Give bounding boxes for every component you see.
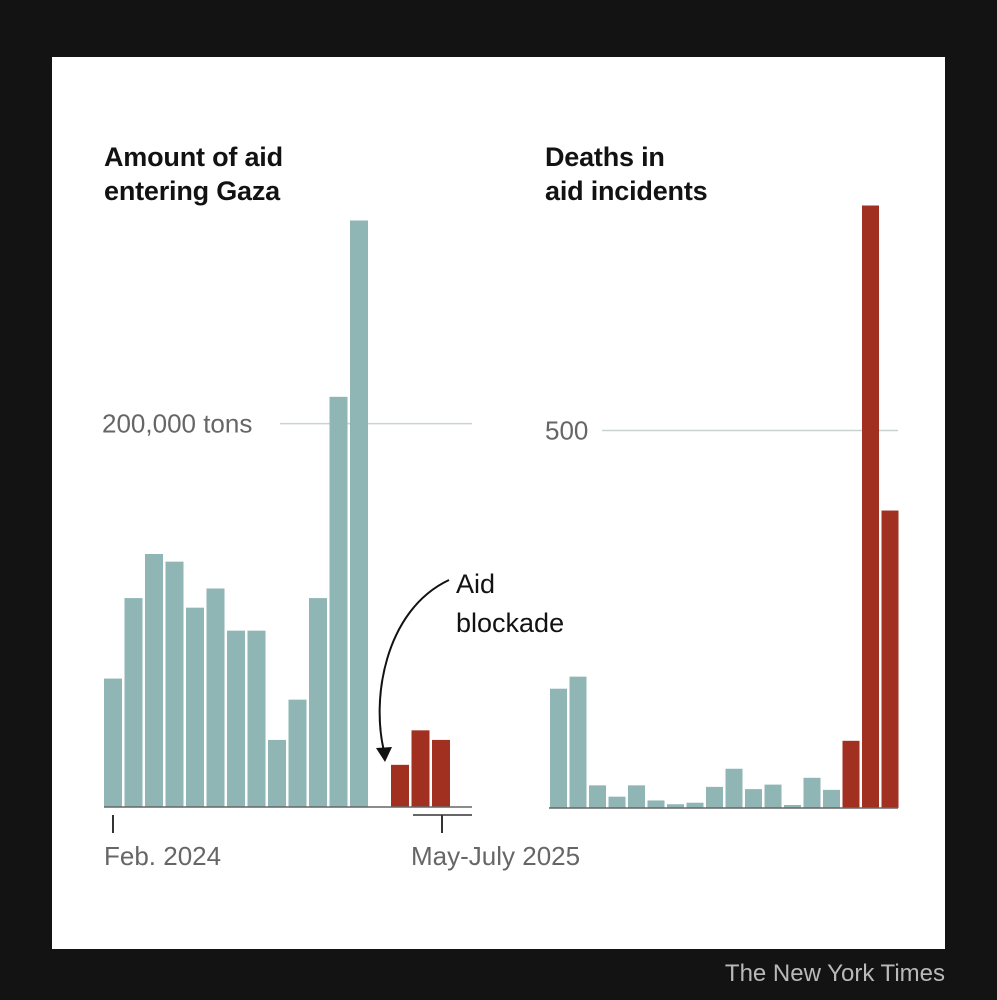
deaths-gridline-label: 500 xyxy=(545,416,588,446)
deaths-bar xyxy=(550,688,567,808)
deaths-bar xyxy=(881,510,899,808)
aid-bar xyxy=(206,588,225,807)
deaths-bars-group xyxy=(550,205,899,808)
deaths-bar xyxy=(628,785,645,808)
aid-bar xyxy=(350,220,368,807)
x-tick-label-feb-2024: Feb. 2024 xyxy=(104,841,221,871)
aid-bar xyxy=(165,561,184,807)
deaths-bar xyxy=(764,784,782,808)
aid-blockade-annotation: Aid blockade xyxy=(376,569,564,762)
deaths-bar xyxy=(647,800,665,808)
deaths-gridline-group: 500 xyxy=(545,416,898,446)
aid-bar xyxy=(432,739,450,807)
annotation-text-line2: blockade xyxy=(456,608,564,638)
deaths-chart-title: Deaths in aid incidents xyxy=(545,142,708,206)
aid-bars-group xyxy=(104,220,450,807)
deaths-bar xyxy=(842,740,860,808)
aid-bar xyxy=(288,699,307,807)
deaths-bar xyxy=(823,789,840,808)
aid-chart-title: Amount of aid entering Gaza xyxy=(104,142,283,206)
deaths-bar xyxy=(706,786,723,808)
aid-bar xyxy=(186,607,204,807)
aid-bar xyxy=(268,739,286,807)
aid-bar xyxy=(391,764,409,807)
deaths-bar xyxy=(745,789,762,808)
aid-bar xyxy=(145,554,163,807)
aid-bar xyxy=(124,598,143,807)
deaths-bar xyxy=(569,676,587,808)
aid-gridline-label: 200,000 tons xyxy=(102,409,252,439)
deaths-bar xyxy=(784,804,801,808)
aid-bar xyxy=(411,730,430,807)
aid-bar xyxy=(227,630,245,807)
annotation-arrow-head xyxy=(376,747,392,762)
annotation-text-line1: Aid xyxy=(456,569,495,599)
credit-label: The New York Times xyxy=(724,960,945,987)
deaths-bar xyxy=(589,785,606,808)
deaths-bar xyxy=(608,796,626,808)
deaths-bar xyxy=(667,804,684,808)
aid-bar xyxy=(329,396,348,807)
deaths-bar xyxy=(803,777,821,808)
deaths-bar xyxy=(686,802,704,808)
aid-bar xyxy=(104,678,122,807)
deaths-bar xyxy=(725,768,743,808)
deaths-bar xyxy=(862,205,879,808)
x-tick-label-may-july-2025: May-July 2025 xyxy=(411,841,580,871)
aid-gridline-group: 200,000 tons xyxy=(102,409,472,439)
annotation-arrow-line xyxy=(378,579,450,756)
aid-bar xyxy=(247,630,266,807)
aid-bar xyxy=(309,598,327,807)
axes-group: Feb. 2024 May-July 2025 xyxy=(104,806,898,871)
